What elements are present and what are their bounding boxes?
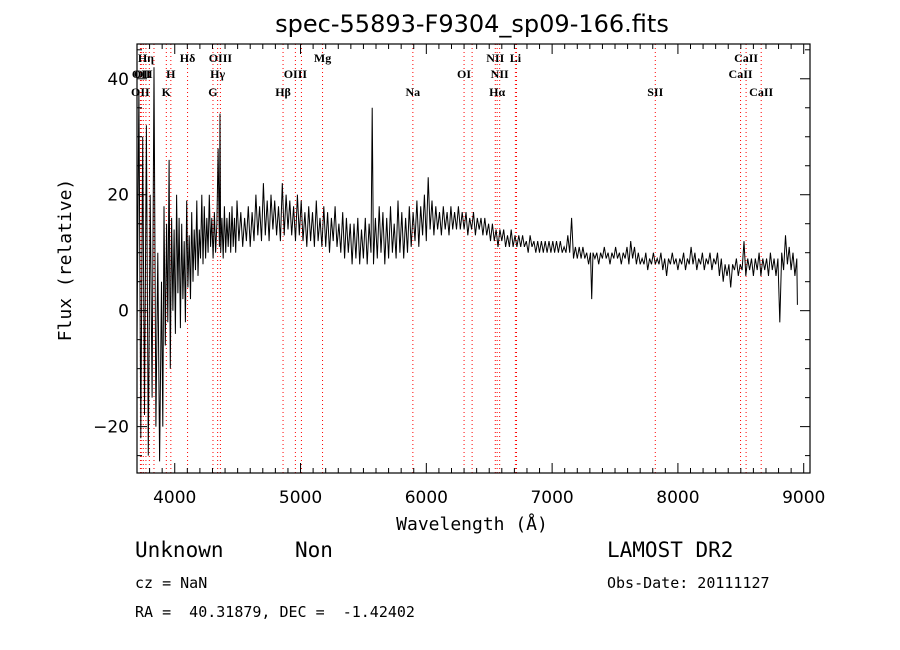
line-label: OIII [209, 51, 233, 65]
plot-frame [136, 43, 811, 474]
line-label: Hη [138, 51, 154, 65]
line-label: CaII [729, 67, 753, 81]
line-label: Hδ [180, 51, 196, 65]
redshift-cz: cz = NaN [135, 574, 208, 592]
line-label: NII [486, 51, 504, 65]
spectral-class: Unknown [135, 538, 224, 562]
x-tick-label: 9000 [782, 488, 825, 508]
line-label: Hα [489, 85, 505, 99]
spectral-subclass: Non [295, 538, 333, 562]
line-label: Mg [314, 51, 331, 65]
line-label: OI [457, 67, 471, 81]
y-axis-ticks: −20 0 20 40 [93, 49, 810, 457]
line-label: OII [131, 85, 150, 99]
y-tick-label: 0 [118, 302, 129, 322]
line-label: Li [510, 51, 522, 65]
x-tick-label: 4000 [153, 488, 196, 508]
x-tick-label: 8000 [656, 488, 699, 508]
line-label: K [162, 85, 172, 99]
y-tick-label: 40 [107, 70, 129, 90]
y-tick-label: 20 [107, 186, 129, 206]
x-tick-label: 7000 [530, 488, 573, 508]
line-label: Hβ [275, 85, 291, 99]
line-label: Hγ [210, 67, 225, 81]
chart-title: spec-55893-F9304_sp09-166.fits [275, 10, 669, 38]
line-label: OIII [284, 67, 308, 81]
x-tick-label: 5000 [279, 488, 322, 508]
sky-coordinates: RA = 40.31879, DEC = -1.42402 [135, 603, 415, 621]
y-axis-label: Flux (relative) [55, 179, 76, 342]
line-label: CaII [734, 51, 758, 65]
line-label: SII [647, 85, 663, 99]
x-tick-label: 6000 [405, 488, 448, 508]
line-label: G [208, 85, 217, 99]
emission-line-labels: OIIOIIOIIHηKHHδGHγOIIIHβOIIIMgNaOINIIHαN… [131, 51, 773, 99]
x-axis-label: Wavelength (Å) [396, 513, 548, 535]
line-label: CaII [749, 85, 773, 99]
flux-series-line [136, 67, 798, 462]
line-label: OII [134, 67, 153, 81]
y-tick-label: −20 [93, 418, 129, 438]
survey-name: LAMOST DR2 [607, 538, 734, 562]
x-axis-ticks: 4000 5000 6000 7000 8000 9000 [136, 44, 825, 508]
observation-date: Obs-Date: 20111127 [607, 574, 770, 592]
line-label: H [166, 67, 176, 81]
line-label: NII [491, 67, 509, 81]
line-label: Na [406, 85, 421, 99]
